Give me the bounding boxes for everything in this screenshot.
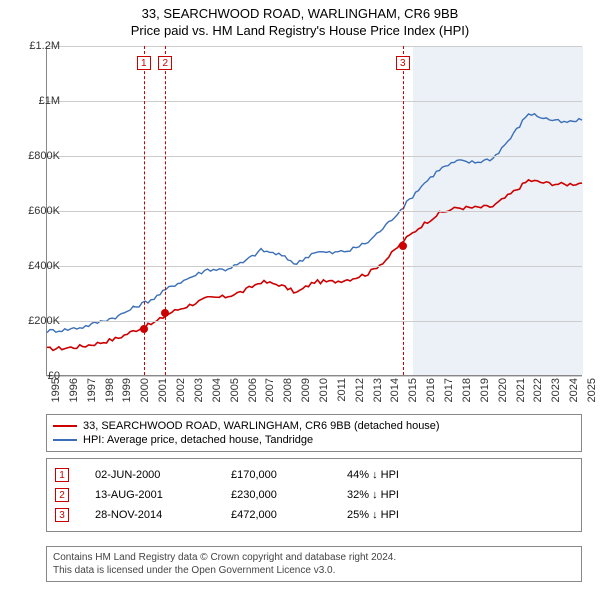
y-tick-label: £1M — [39, 95, 60, 107]
event-row: 2 13-AUG-2001 £230,000 32% ↓ HPI — [55, 485, 573, 505]
gridline — [47, 211, 582, 212]
title-subtitle: Price paid vs. HM Land Registry's House … — [8, 23, 592, 38]
legend: 33, SEARCHWOOD ROAD, WARLINGHAM, CR6 9BB… — [46, 414, 582, 452]
y-tick-label: £200K — [28, 315, 60, 327]
x-tick-label: 2017 — [443, 378, 455, 402]
event-marker-box: 2 — [158, 56, 172, 70]
y-tick-label: £1.2M — [29, 40, 60, 52]
attribution-footer: Contains HM Land Registry data © Crown c… — [46, 546, 582, 582]
event-pct: 32% ↓ HPI — [347, 489, 427, 501]
x-tick-label: 2015 — [407, 378, 419, 402]
event-row: 1 02-JUN-2000 £170,000 44% ↓ HPI — [55, 465, 573, 485]
legend-item-property: 33, SEARCHWOOD ROAD, WARLINGHAM, CR6 9BB… — [53, 419, 575, 433]
x-tick-label: 2014 — [389, 378, 401, 402]
footer-line: Contains HM Land Registry data © Crown c… — [53, 551, 575, 564]
x-tick-label: 2012 — [354, 378, 366, 402]
event-price: £230,000 — [231, 489, 321, 501]
event-vline — [165, 46, 166, 375]
x-tick-label: 2023 — [550, 378, 562, 402]
gridline — [47, 266, 582, 267]
x-tick-label: 2005 — [229, 378, 241, 402]
x-tick-label: 1996 — [68, 378, 80, 402]
gridline — [47, 101, 582, 102]
x-tick-label: 2018 — [461, 378, 473, 402]
event-marker-box: 3 — [396, 56, 410, 70]
legend-swatch — [53, 425, 77, 427]
x-tick-label: 2019 — [479, 378, 491, 402]
x-tick-label: 2008 — [282, 378, 294, 402]
x-tick-label: 2024 — [568, 378, 580, 402]
event-row: 3 28-NOV-2014 £472,000 25% ↓ HPI — [55, 505, 573, 525]
event-date: 28-NOV-2014 — [95, 509, 205, 521]
event-marker-box: 1 — [137, 56, 151, 70]
x-tick-label: 2009 — [300, 378, 312, 402]
gridline — [47, 376, 582, 377]
gridline — [47, 46, 582, 47]
x-tick-label: 2013 — [372, 378, 384, 402]
y-tick-label: £600K — [28, 205, 60, 217]
title-address: 33, SEARCHWOOD ROAD, WARLINGHAM, CR6 9BB — [8, 6, 592, 21]
x-tick-label: 2021 — [515, 378, 527, 402]
x-tick-label: 2004 — [211, 378, 223, 402]
x-tick-label: 2011 — [336, 378, 348, 402]
gridline — [47, 321, 582, 322]
x-tick-label: 2022 — [532, 378, 544, 402]
gridline — [47, 156, 582, 157]
sale-point — [161, 309, 169, 317]
x-tick-label: 2003 — [193, 378, 205, 402]
sale-point — [399, 242, 407, 250]
price-chart-container: 33, SEARCHWOOD ROAD, WARLINGHAM, CR6 9BB… — [0, 0, 600, 590]
x-tick-label: 2000 — [139, 378, 151, 402]
series-line — [47, 114, 582, 333]
event-date: 02-JUN-2000 — [95, 469, 205, 481]
x-tick-label: 2016 — [425, 378, 437, 402]
footer-line: This data is licensed under the Open Gov… — [53, 564, 575, 577]
event-pct: 44% ↓ HPI — [347, 469, 427, 481]
event-vline — [403, 46, 404, 375]
x-tick-label: 1998 — [104, 378, 116, 402]
x-tick-label: 2025 — [586, 378, 598, 402]
x-tick-label: 2006 — [247, 378, 259, 402]
event-price: £170,000 — [231, 469, 321, 481]
event-number: 2 — [55, 488, 69, 502]
x-tick-label: 2002 — [175, 378, 187, 402]
legend-label: HPI: Average price, detached house, Tand… — [83, 434, 313, 446]
event-number: 1 — [55, 468, 69, 482]
x-tick-label: 2001 — [157, 378, 169, 402]
chart-title: 33, SEARCHWOOD ROAD, WARLINGHAM, CR6 9BB… — [0, 0, 600, 40]
x-tick-label: 1997 — [86, 378, 98, 402]
legend-item-hpi: HPI: Average price, detached house, Tand… — [53, 433, 575, 447]
sale-point — [140, 325, 148, 333]
x-tick-label: 2007 — [264, 378, 276, 402]
x-tick-label: 2020 — [497, 378, 509, 402]
y-tick-label: £800K — [28, 150, 60, 162]
sale-events-table: 1 02-JUN-2000 £170,000 44% ↓ HPI 2 13-AUG-200… — [46, 458, 582, 532]
legend-swatch — [53, 439, 77, 441]
event-price: £472,000 — [231, 509, 321, 521]
y-tick-label: £400K — [28, 260, 60, 272]
x-tick-label: 1995 — [50, 378, 62, 402]
x-tick-label: 2010 — [318, 378, 330, 402]
x-tick-label: 1999 — [121, 378, 133, 402]
event-number: 3 — [55, 508, 69, 522]
legend-label: 33, SEARCHWOOD ROAD, WARLINGHAM, CR6 9BB… — [83, 420, 440, 432]
plot-area: 12 3 — [46, 46, 582, 376]
event-date: 13-AUG-2001 — [95, 489, 205, 501]
event-pct: 25% ↓ HPI — [347, 509, 427, 521]
